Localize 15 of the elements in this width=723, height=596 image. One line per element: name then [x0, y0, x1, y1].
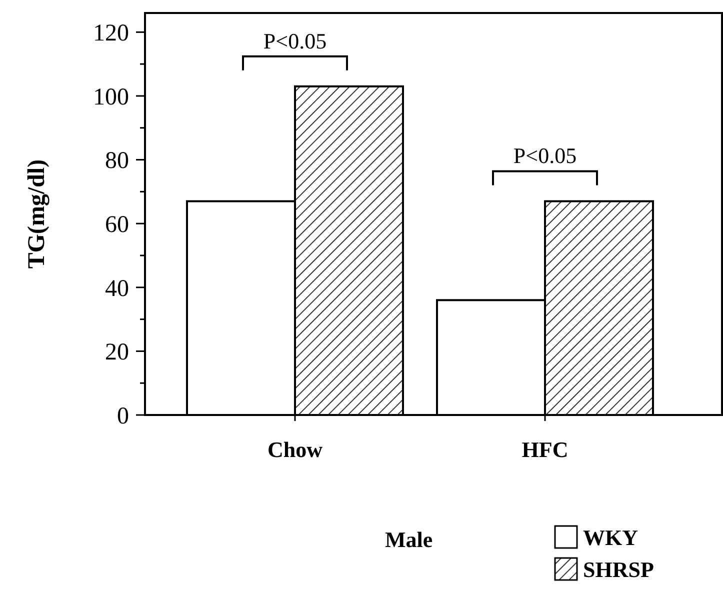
x-tick-label: Chow — [267, 437, 323, 462]
y-tick-label: 60 — [105, 212, 129, 238]
y-tick-label: 40 — [105, 276, 129, 302]
y-tick-label: 120 — [93, 20, 129, 47]
y-axis-title: TG(mg/dl) — [24, 159, 50, 269]
legend-title: Male — [385, 527, 433, 552]
x-tick-label: HFC — [522, 437, 568, 462]
annotation: P<0.05 — [263, 28, 327, 54]
y-tick-label: 100 — [93, 84, 129, 110]
legend-label: WKY — [583, 525, 638, 550]
y-tick-label: 20 — [105, 340, 129, 366]
y-tick-label: 80 — [105, 148, 129, 174]
legend-label: SHRSP — [583, 557, 654, 582]
y-tick-label: 0 — [117, 403, 129, 430]
annotation: P<0.05 — [513, 143, 577, 168]
